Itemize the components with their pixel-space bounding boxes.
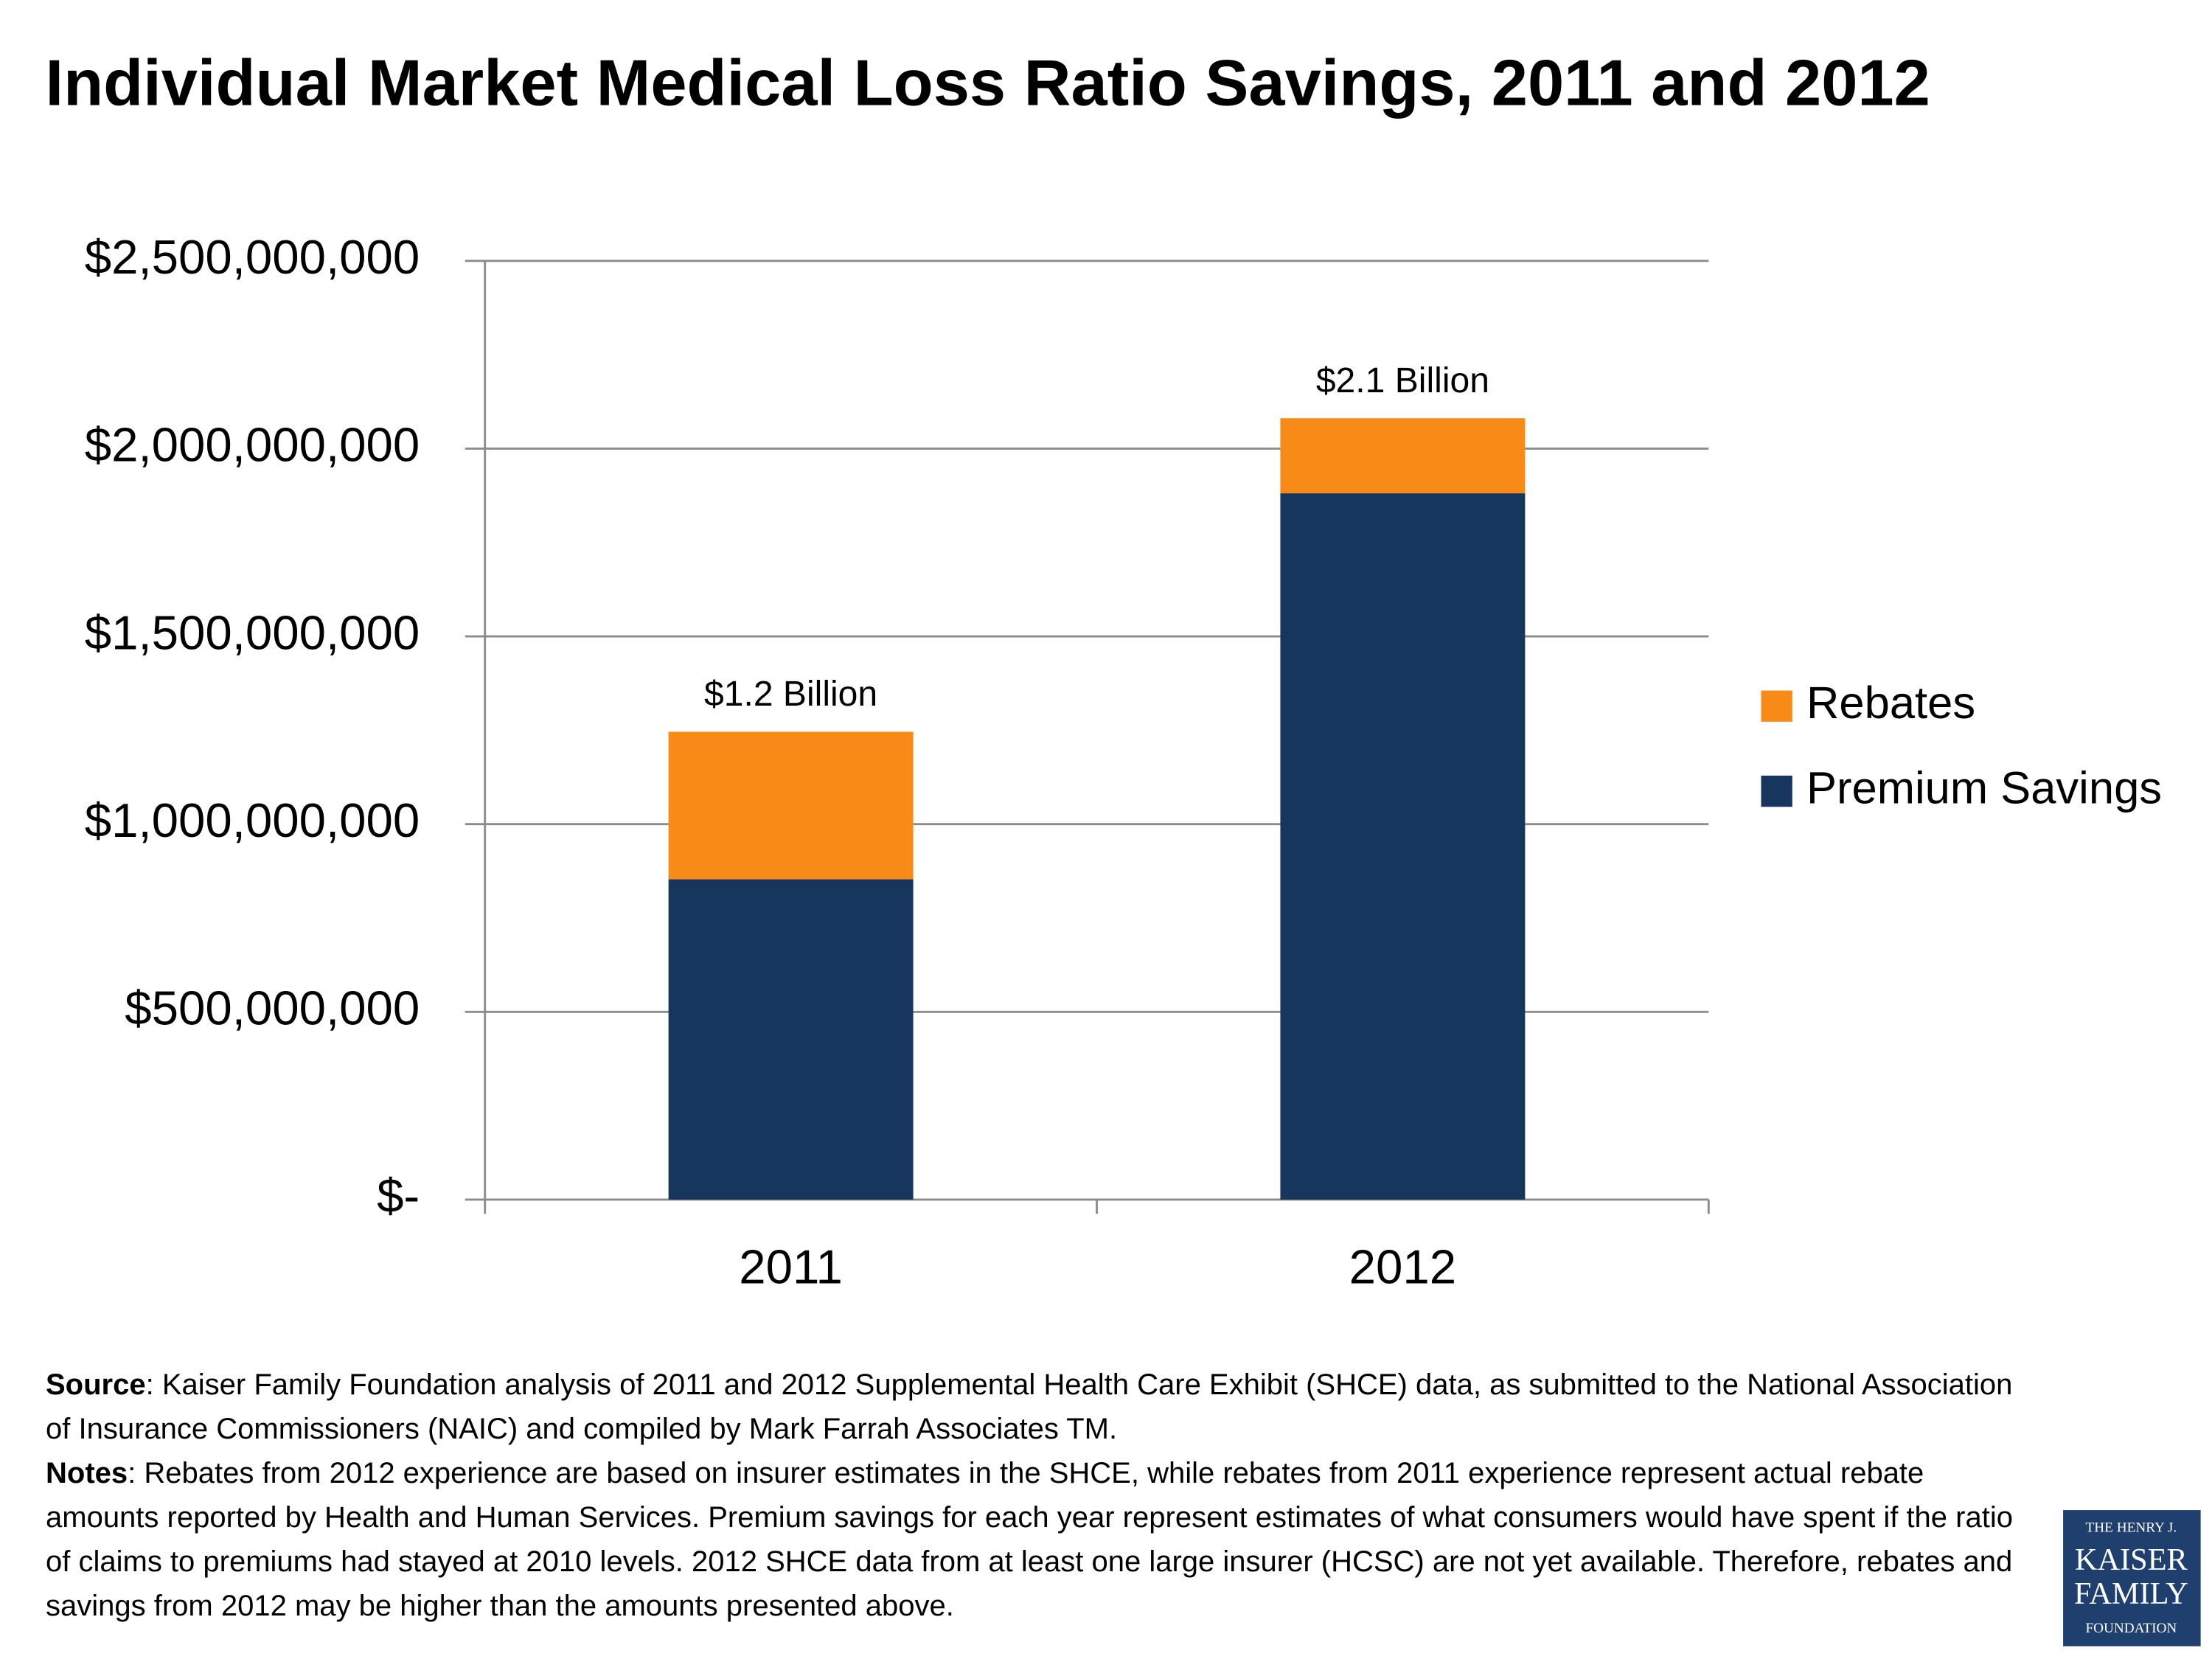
y-tick-label: $2,000,000,000: [85, 418, 420, 472]
total-label: $2.1 Billion: [1316, 361, 1489, 400]
logo: THE HENRY J. KAISER FAMILY FOUNDATION: [2063, 1510, 2201, 1646]
bar-segment: [668, 731, 914, 880]
legend-swatch: [1761, 690, 1792, 722]
y-tick-label: $2,500,000,000: [85, 230, 420, 284]
bar-segment: [668, 879, 914, 1200]
total-label: $1.2 Billion: [704, 674, 877, 714]
source-text: : Kaiser Family Foundation analysis of 2…: [46, 1368, 2013, 1445]
legend-label: Rebates: [1806, 678, 1975, 728]
notes-label: Notes: [46, 1457, 128, 1489]
notes-text: : Rebates from 2012 experience are based…: [46, 1457, 2013, 1622]
footer: Source: Kaiser Family Foundation analysi…: [46, 1363, 2022, 1628]
y-tick-label: $500,000,000: [125, 981, 420, 1035]
x-tick-label: 2012: [1349, 1239, 1456, 1293]
x-tick-label: 2011: [739, 1239, 843, 1293]
logo-box: [2063, 1510, 2201, 1646]
y-tick-label: $1,500,000,000: [85, 605, 420, 659]
source-label: Source: [46, 1368, 146, 1401]
bar-segment: [1280, 418, 1526, 494]
logo-text: FAMILY: [2074, 1576, 2188, 1611]
logo-text: KAISER: [2075, 1543, 2188, 1577]
legend-label: Premium Savings: [1806, 762, 2162, 813]
y-tick-label: $-: [377, 1169, 420, 1222]
y-tick-label: $1,000,000,000: [85, 793, 420, 847]
notes: Notes: Rebates from 2012 experience are …: [46, 1451, 2022, 1628]
bar-segment: [1280, 493, 1526, 1200]
logo-text: FOUNDATION: [2085, 1621, 2177, 1636]
source: Source: Kaiser Family Foundation analysi…: [46, 1363, 2022, 1451]
legend-swatch: [1761, 775, 1792, 807]
chart-title: Individual Market Medical Loss Ratio Sav…: [46, 46, 1930, 119]
logo-text: THE HENRY J.: [2086, 1520, 2177, 1535]
